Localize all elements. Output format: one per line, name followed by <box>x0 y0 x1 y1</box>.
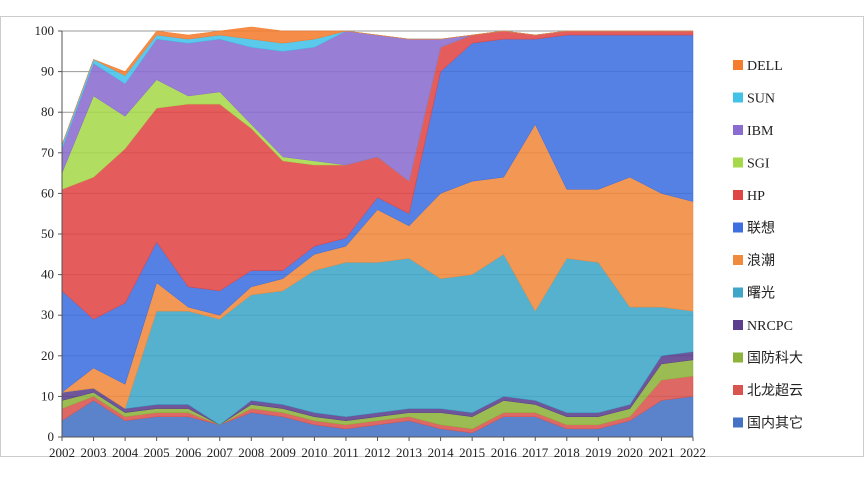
area-dell <box>61 26 693 145</box>
legend-label: IBM <box>747 124 774 139</box>
legend-swatch <box>733 157 743 168</box>
legend-label: 国防科大 <box>747 351 803 367</box>
area-series <box>61 26 694 438</box>
x-tick-label: 2021 <box>648 445 674 460</box>
y-tick-label: 60 <box>41 185 54 200</box>
x-tick-label: 2018 <box>554 445 580 460</box>
y-tick-label: 70 <box>41 145 54 160</box>
x-tick-label: 2010 <box>301 445 327 460</box>
x-tick-label: 2011 <box>333 445 359 460</box>
x-tick-label: 2015 <box>459 445 485 460</box>
x-tick-label: 2005 <box>144 445 170 460</box>
y-tick-label: 30 <box>41 307 54 322</box>
x-tick-label: 2006 <box>175 445 202 460</box>
x-tick-label: 2019 <box>585 445 611 460</box>
legend-label: 联想 <box>747 221 775 237</box>
legend-swatch <box>733 352 743 363</box>
y-axis-ticks: 0 10 20 30 40 50 60 70 80 90 100 <box>35 23 62 444</box>
x-tick-label: 2013 <box>396 445 422 460</box>
y-tick-label: 50 <box>41 226 54 241</box>
legend-swatch <box>733 125 743 135</box>
legend-swatch <box>733 92 743 103</box>
x-tick-label: 2009 <box>270 445 296 460</box>
y-tick-label: 10 <box>41 388 54 403</box>
legend-label: 北龙超云 <box>747 383 803 399</box>
x-tick-label: 2003 <box>81 445 107 460</box>
y-tick-label: 0 <box>48 429 55 444</box>
x-axis-ticks: 2002 2003 2004 2005 2006 2007 2008 2009 2010 2011… <box>49 437 706 460</box>
legend-label: DELL <box>747 59 783 74</box>
legend-swatch <box>733 60 743 70</box>
y-tick-label: 40 <box>41 267 54 282</box>
chart-frame <box>0 16 864 457</box>
legend-swatch <box>733 385 743 395</box>
y-tick-label: 80 <box>41 104 54 119</box>
legend-swatch <box>733 255 743 265</box>
legend-label: SUN <box>747 92 775 107</box>
legend-label: 国内其它 <box>747 415 803 432</box>
legend-label: HP <box>747 189 765 204</box>
legend-swatch <box>733 222 743 233</box>
legend-swatch <box>733 320 743 330</box>
y-tick-label: 90 <box>41 64 54 79</box>
legend-label: 浪潮 <box>747 253 775 269</box>
legend-label: 曙光 <box>747 286 775 302</box>
y-tick-label: 100 <box>35 23 55 38</box>
x-tick-label: 2012 <box>365 445 391 460</box>
legend-swatch <box>733 287 743 298</box>
legend-swatch <box>733 417 743 428</box>
x-tick-label: 2016 <box>491 445 518 460</box>
legend-label: SGI <box>747 157 770 172</box>
legend-swatch <box>733 190 743 200</box>
x-tick-label: 2002 <box>49 445 75 460</box>
x-tick-label: 2020 <box>617 445 643 460</box>
x-tick-label: 2004 <box>112 445 139 460</box>
x-tick-label: 2008 <box>238 445 264 460</box>
y-tick-label: 20 <box>41 348 54 363</box>
x-tick-label: 2022 <box>680 445 706 460</box>
x-tick-label: 2017 <box>522 445 549 460</box>
legend-label: NRCPC <box>747 319 793 334</box>
x-tick-label: 2007 <box>207 445 234 460</box>
x-tick-label: 2014 <box>428 445 455 460</box>
